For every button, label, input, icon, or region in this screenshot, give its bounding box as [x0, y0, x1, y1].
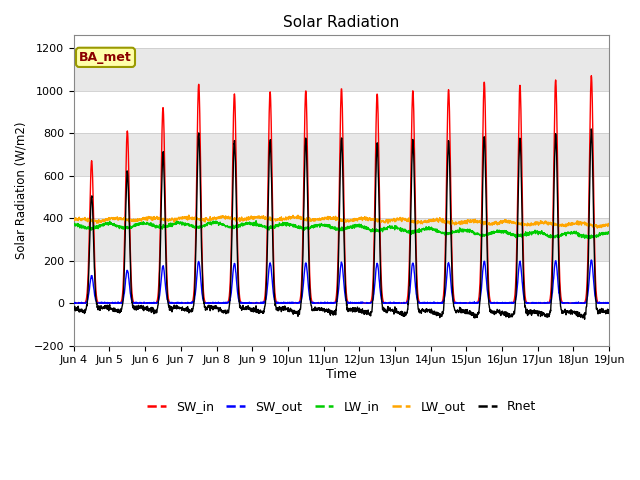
Bar: [74, 48, 609, 91]
Text: BA_met: BA_met: [79, 51, 132, 64]
Legend: SW_in, SW_out, LW_in, LW_out, Rnet: SW_in, SW_out, LW_in, LW_out, Rnet: [142, 396, 541, 418]
Bar: [74, 133, 609, 176]
X-axis label: Time: Time: [326, 368, 357, 381]
Bar: [74, 218, 609, 261]
Y-axis label: Solar Radiation (W/m2): Solar Radiation (W/m2): [15, 122, 28, 259]
Title: Solar Radiation: Solar Radiation: [284, 15, 399, 30]
